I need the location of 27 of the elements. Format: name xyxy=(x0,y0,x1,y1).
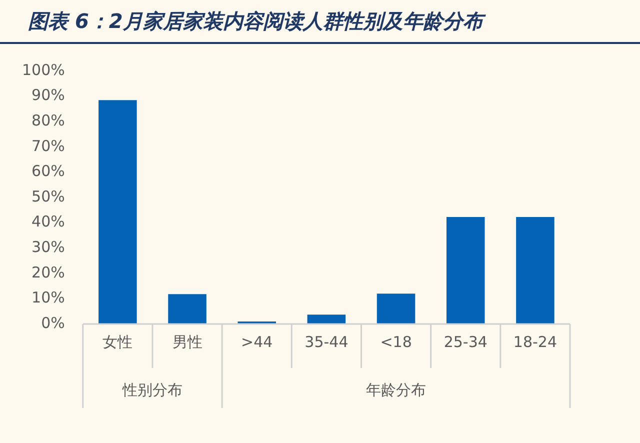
bar xyxy=(446,216,485,324)
y-tick-label: 0% xyxy=(41,314,65,332)
x-tick-label: 18-24 xyxy=(513,332,558,351)
y-tick-label: 10% xyxy=(32,288,65,307)
chart-title: 图表 6：2月家居家装内容阅读人群性别及年龄分布 xyxy=(0,0,640,44)
y-tick-label: 100% xyxy=(22,60,65,79)
y-tick-label: 40% xyxy=(32,212,65,231)
text: 年龄分布 xyxy=(366,380,426,399)
bar xyxy=(98,100,137,324)
bar xyxy=(168,294,206,324)
y-tick-label: 60% xyxy=(32,162,65,180)
bar xyxy=(376,294,416,324)
bar xyxy=(307,314,346,324)
x-tick-label: 25-34 xyxy=(444,332,488,351)
x-tick-label: 男性 xyxy=(172,332,202,351)
y-tick-label: 90% xyxy=(32,86,65,104)
x-tick-label: <18 xyxy=(380,332,412,351)
y-tick-label: 50% xyxy=(32,187,65,206)
x-tick-label: >44 xyxy=(241,332,273,351)
x-tick-label: 女性 xyxy=(102,332,133,351)
x-tick-label: 35-44 xyxy=(304,332,348,351)
y-tick-label: 80% xyxy=(32,111,65,130)
y-tick-label: 20% xyxy=(32,263,65,282)
bar xyxy=(516,216,554,324)
y-tick-label: 70% xyxy=(32,136,65,155)
text: 性别分布 xyxy=(121,380,182,399)
y-tick-label: 30% xyxy=(32,238,65,256)
